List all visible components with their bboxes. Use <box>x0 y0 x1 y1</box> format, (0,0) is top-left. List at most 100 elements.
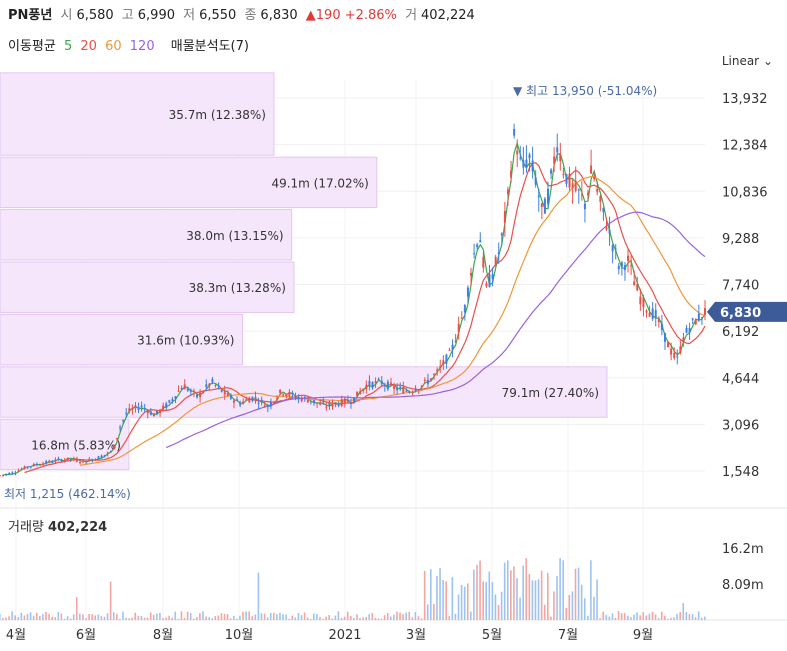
candle-body <box>316 402 319 404</box>
candle-body <box>100 455 103 458</box>
volume-bar <box>334 615 337 620</box>
candle-body <box>479 240 482 243</box>
volume-profile-bar <box>0 72 275 156</box>
candle-body <box>682 337 685 343</box>
high-label: 고 <box>121 8 134 23</box>
time-axis-label: 3월 <box>406 628 426 643</box>
volume-bar <box>667 618 669 620</box>
volume-bar <box>140 615 143 620</box>
volume-bar <box>199 613 201 620</box>
candle-body <box>260 399 263 401</box>
price-axis-label: 13,932 <box>722 92 768 107</box>
volume-bar <box>380 618 383 620</box>
candle-body <box>202 392 205 394</box>
candle-body <box>550 169 553 174</box>
volume-bar <box>688 614 691 620</box>
volume-bar <box>580 584 583 620</box>
candle-body <box>553 156 556 164</box>
volume-bar <box>368 614 371 620</box>
volume-bar <box>676 613 678 620</box>
candle-body <box>279 389 282 393</box>
volume-bar <box>522 565 524 620</box>
volume-bar <box>386 612 389 620</box>
candle-body <box>152 414 155 417</box>
candle-body <box>500 233 503 236</box>
candle-body <box>654 310 657 318</box>
candle-body <box>630 265 633 267</box>
volume-bar <box>513 566 515 620</box>
candle-body <box>657 318 660 323</box>
candle-body <box>386 381 389 390</box>
volume-bar <box>374 618 377 620</box>
volume-axis-label: 16.2m <box>722 542 764 557</box>
candle-body <box>663 332 666 342</box>
volume-profile-label: 38.3m (13.28%) <box>189 281 286 295</box>
candle-body <box>63 459 66 461</box>
candle-body <box>291 392 294 395</box>
volume-bar <box>460 584 463 620</box>
volume-label: 거 <box>405 8 418 23</box>
candle-body <box>300 398 303 402</box>
candle-body <box>667 341 670 348</box>
candle-body <box>66 457 69 461</box>
price-axis-label: 6,192 <box>722 325 759 340</box>
volume-bar <box>426 604 429 620</box>
candle-body <box>614 248 617 250</box>
candle-body <box>248 399 251 403</box>
candle-body <box>608 229 611 234</box>
volume-bar <box>488 571 491 620</box>
volume-bar <box>353 617 355 620</box>
volume-bar <box>642 612 645 620</box>
candle-body <box>393 386 396 390</box>
candle-body <box>546 188 549 204</box>
candle-body <box>580 194 583 196</box>
candle-body <box>217 385 220 387</box>
candle-body <box>506 189 509 195</box>
candle-body <box>491 274 494 279</box>
volume-bar <box>300 615 303 620</box>
candle-body <box>411 392 414 394</box>
volume-bar <box>2 618 4 620</box>
volume-bar <box>63 618 66 620</box>
candle-body <box>433 374 436 376</box>
volume-bar <box>587 615 589 620</box>
candle-body <box>691 318 694 320</box>
candle-body <box>473 253 476 255</box>
candle-body <box>374 381 377 384</box>
volume-profile-bar <box>0 313 243 366</box>
volume-bar <box>602 611 605 620</box>
candle-body <box>454 340 457 343</box>
volume-bar <box>171 617 174 620</box>
scale-selector[interactable]: Linear ⌄ <box>722 54 773 68</box>
volume-bar <box>546 573 549 620</box>
volume-bar <box>325 616 327 620</box>
candle-body <box>340 399 343 406</box>
volume-bar <box>94 615 97 620</box>
candle-body <box>556 147 559 153</box>
volume-bar <box>122 611 124 620</box>
volume-bar <box>414 612 417 620</box>
volume-bar <box>596 579 598 620</box>
candle-body <box>405 390 408 392</box>
volume-bar <box>685 611 688 620</box>
candle-body <box>371 382 374 388</box>
volume-bar <box>359 617 361 620</box>
volume-bar <box>82 614 84 620</box>
volume-bar <box>51 616 53 620</box>
open-label: 시 <box>60 8 73 23</box>
volume-bar <box>239 615 241 620</box>
volume-bar <box>648 613 651 620</box>
volume-bar <box>309 618 312 620</box>
time-axis-label: 10월 <box>225 628 254 643</box>
candle-body <box>568 173 571 188</box>
volume-bar <box>119 618 121 620</box>
ma-legend[interactable]: 이동평균 5 20 60 120 매물분석도(7) <box>8 35 253 54</box>
volume-bar <box>303 612 306 620</box>
candle-body <box>79 462 82 464</box>
current-price-tag <box>707 301 787 322</box>
candle-body <box>254 397 257 399</box>
candle-body <box>445 354 448 364</box>
volume-bar <box>550 616 552 620</box>
volume-bar <box>177 618 180 620</box>
